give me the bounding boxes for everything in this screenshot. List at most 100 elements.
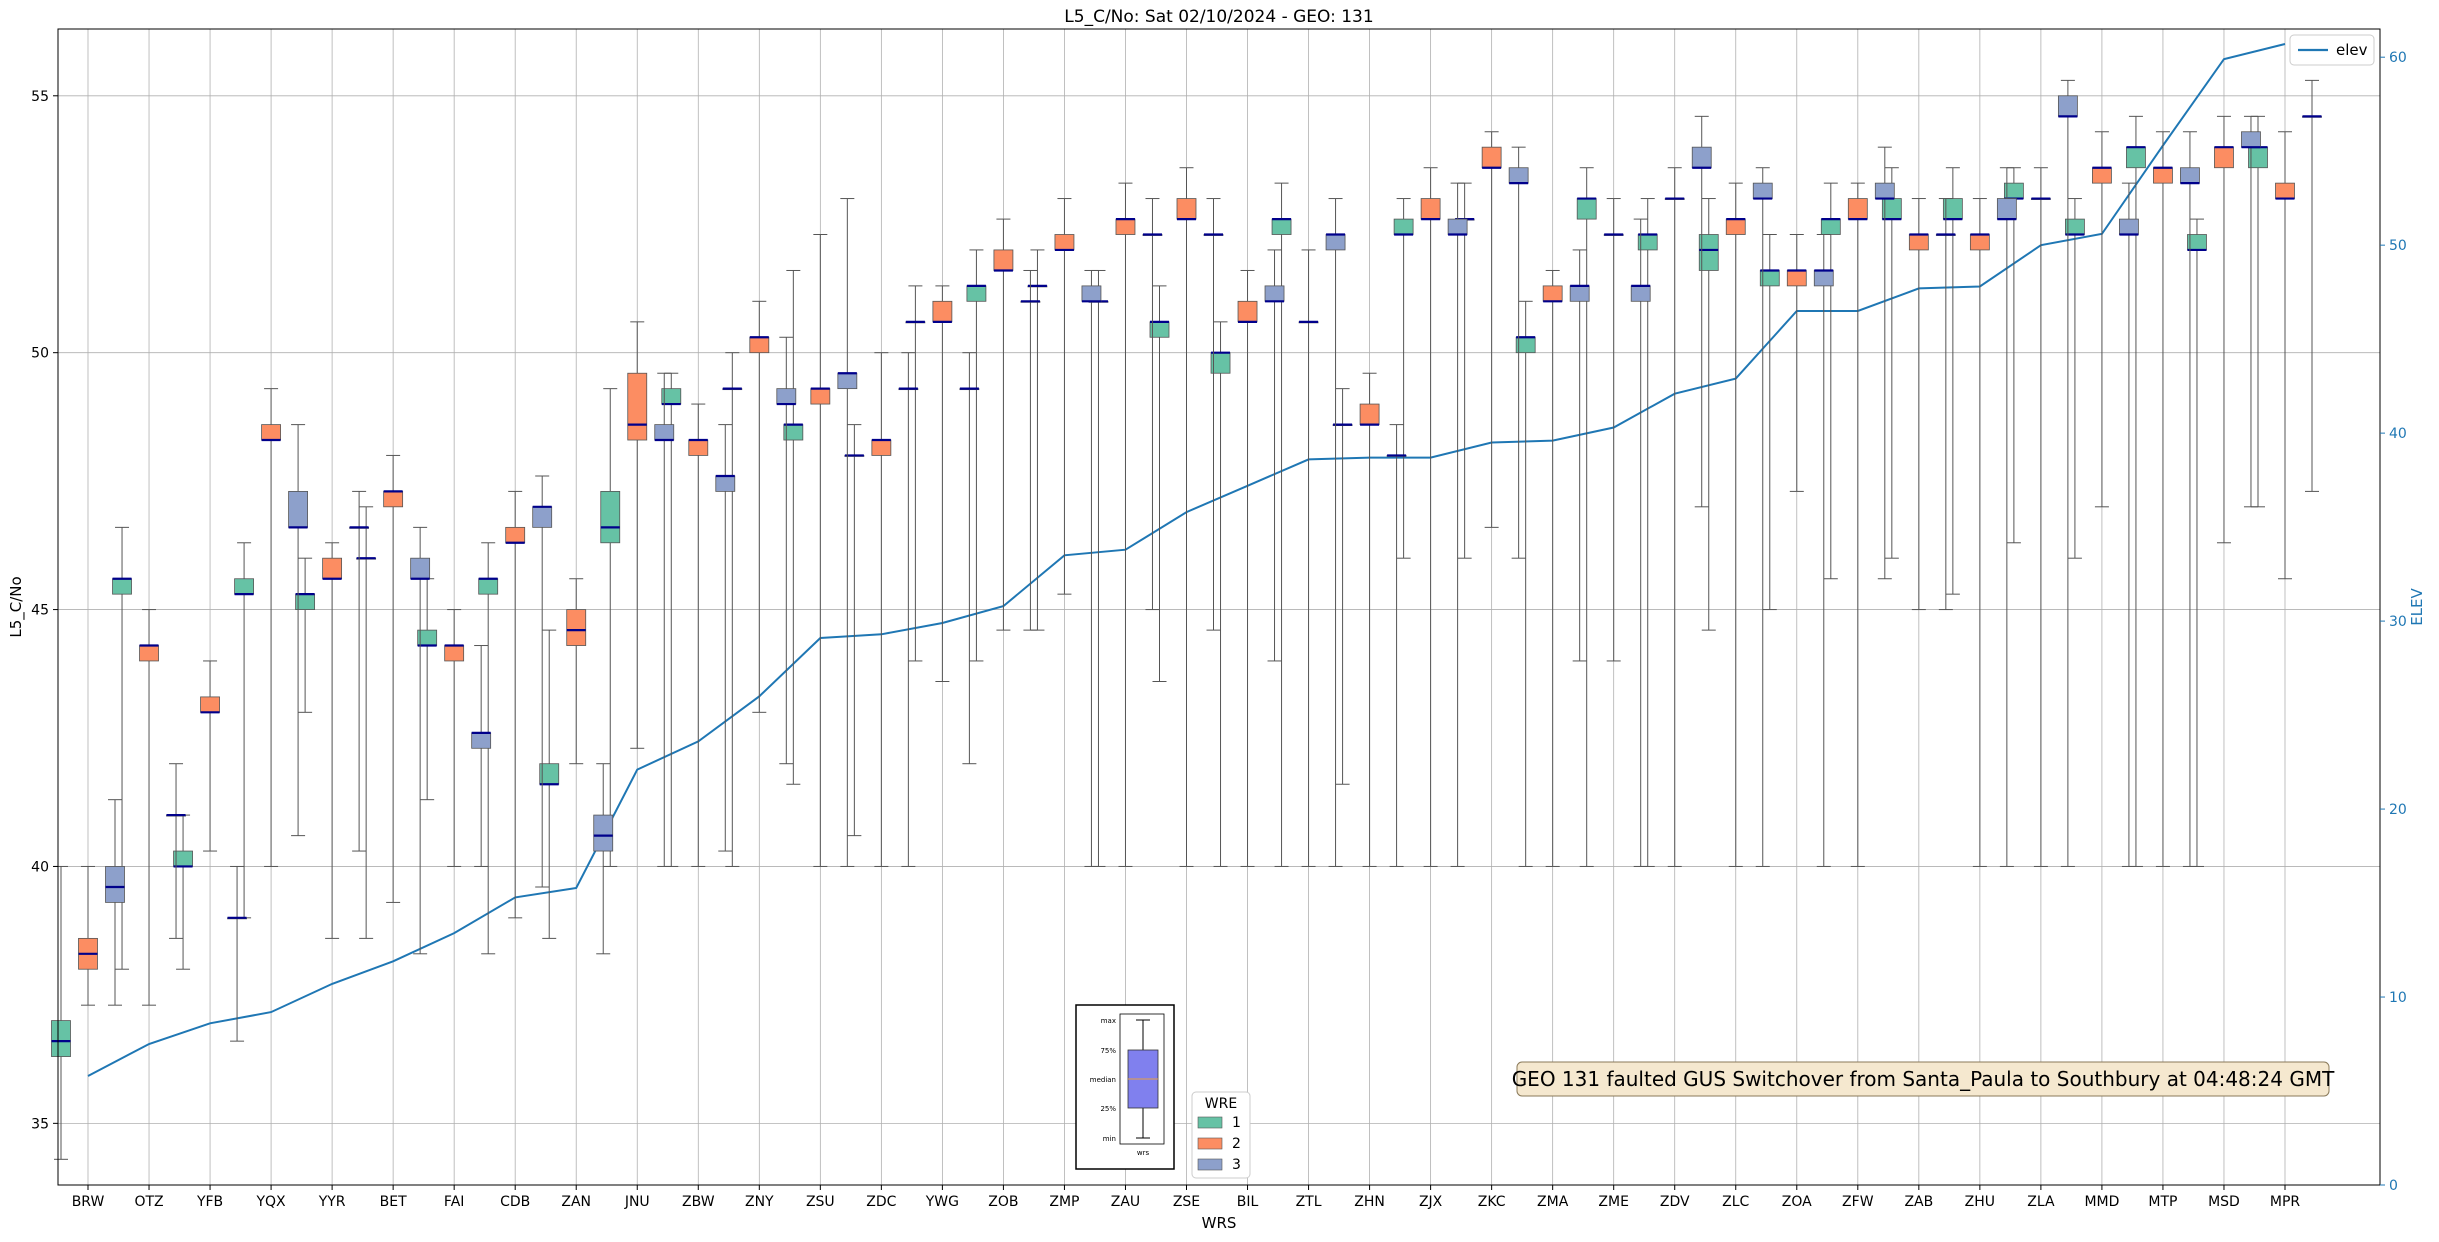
x-tick-label: ZMP [1049,1194,1079,1210]
box-body [2241,131,2261,148]
box-wre-2 [1969,198,1990,867]
box-body [1786,270,1807,287]
inset-axes [1119,1013,1165,1145]
box-wre-3 [898,352,919,867]
inset-max-label: max [1101,1017,1116,1025]
box-body [1447,218,1468,235]
box-wre-2 [1115,182,1136,867]
box-body [871,439,892,456]
box-wre-1 [356,506,377,939]
box-wre-1 [539,629,560,939]
boxplot-legend-inset: max 75% median 25% min wrs [1075,1004,1175,1170]
box-wre-2 [1054,198,1075,595]
x-tick-label: OTZ [134,1194,163,1210]
box-wre-1 [173,814,193,970]
box-wre-3 [1508,146,1529,559]
box-wre-1 [1637,198,1658,867]
box-wre-3 [1569,249,1590,662]
box-wre-1 [783,269,804,785]
box-wre-2 [749,300,770,713]
box-body [1081,285,1102,302]
box-body [654,424,675,441]
box-wre-2 [2214,115,2234,544]
box-wre-2 [444,609,465,867]
box-wre-1 [1271,182,1292,867]
elev-legend-label: elev [2336,41,2368,59]
box-wre-2 [566,578,587,765]
box-wre-3 [166,763,186,939]
box-wre-3 [837,198,858,867]
elev-legend-box [2289,34,2375,66]
box-body [566,609,587,646]
y-right-tick-label: 60 [2389,50,2407,66]
wre-legend-box [1191,1091,1251,1179]
box-body [1725,218,1746,235]
box-wre-2 [1542,269,1563,867]
box-body [932,300,953,323]
x-tick-label: ZTL [1296,1194,1322,1210]
box-wre-3 [227,865,247,1042]
x-tick-label: BET [380,1194,407,1210]
box-wre-3 [776,336,797,765]
y-right-tick-label: 30 [2389,614,2407,630]
box-body [1271,218,1292,235]
box-wre-1 [478,542,499,955]
box-wre-1 [2126,115,2146,867]
box-wre-1 [51,865,71,1160]
box-body [234,578,254,595]
x-tick-label: BIL [1237,1194,1259,1210]
box-body [1969,234,1990,251]
box-wre-2 [78,865,98,1006]
box-wre-3 [532,475,553,888]
box-body [2153,167,2173,184]
box-wre-2 [932,285,953,682]
box-wre-2 [1603,198,1624,662]
x-tick-label: ZDC [866,1194,896,1210]
box-body [776,388,797,405]
box-wre-3 [1813,234,1834,867]
box-wre-2 [871,352,892,867]
x-tick-label: ZMA [1537,1194,1569,1210]
x-tick-label: MPR [2270,1194,2301,1210]
box-wre-1 [966,249,987,662]
x-tick-label: ZHU [1965,1194,1995,1210]
annotation-box: GEO 131 faulted GUS Switchover from Sant… [1512,1061,2335,1097]
box-body [105,866,125,903]
box-body [993,249,1014,271]
inset-median-label: median [1090,1076,1116,1084]
x-tick-label: JNU [624,1194,650,1210]
box-body [2180,167,2200,184]
box-body [1698,234,1719,271]
y-right-tick-label: 50 [2389,238,2407,254]
box-wre-3 [593,763,614,955]
box-wre-2 [261,388,281,867]
box-wre-2 [2275,131,2295,580]
wre-legend-title: WRE [1205,1096,1237,1112]
box-body [200,696,220,713]
box-body [627,372,648,441]
box-wre-3 [1935,198,1956,611]
x-tick-label: ZOA [1782,1194,1812,1210]
x-tick-label: MMD [2084,1194,2119,1210]
x-tick-label: YFB [196,1194,223,1210]
x-tick-label: ZME [1598,1194,1629,1210]
y-right-tick-label: 0 [2389,1178,2398,1194]
x-tick-label: ZAN [561,1194,591,1210]
box-wre-1 [1332,388,1353,785]
box-body [1576,198,1597,220]
box-wre-3 [959,352,980,765]
box-wre-1 [234,542,254,919]
x-tick-label: ZOB [988,1194,1018,1210]
box-wre-1 [1393,198,1414,559]
box-wre-1 [905,285,926,662]
box-body [837,372,858,390]
inset-frame [1075,1004,1175,1170]
y-right-tick-label: 10 [2389,990,2407,1006]
box-body [505,526,526,544]
box-body [2275,182,2295,199]
elev-legend: elev [2289,34,2375,66]
box-body [1359,403,1380,426]
box-wre-1 [1698,198,1719,631]
